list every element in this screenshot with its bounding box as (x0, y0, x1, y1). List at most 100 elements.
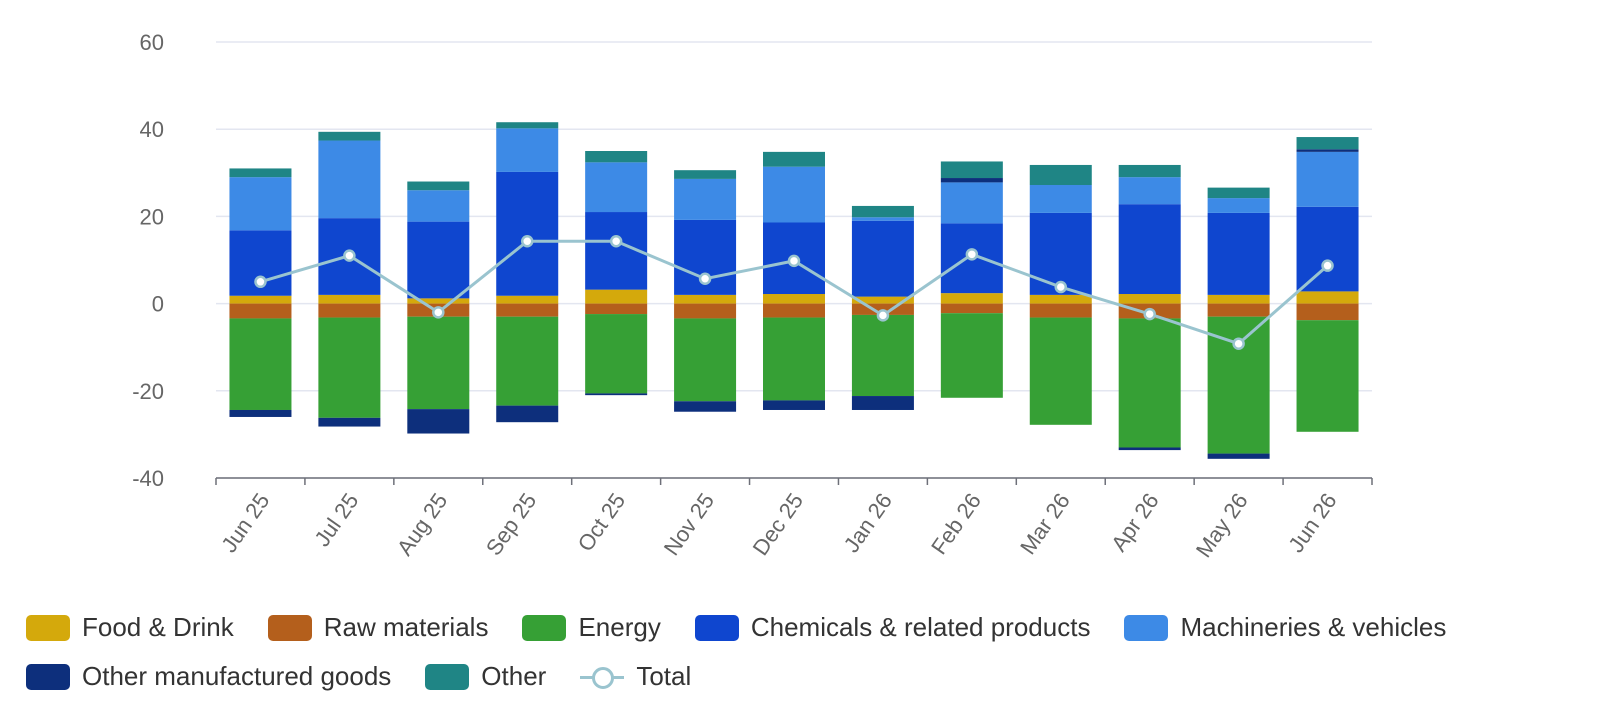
bar-segment (940, 161, 1003, 179)
total-point (787, 254, 801, 268)
total-point (876, 309, 890, 322)
legend-swatch (425, 663, 470, 690)
bar-segment (496, 303, 559, 317)
bar-segment (496, 122, 559, 129)
legend-item[interactable]: Total (580, 661, 691, 692)
x-tick-label: Jun 26 (1283, 489, 1341, 557)
x-tick-label: May 26 (1191, 489, 1253, 562)
bar-segment (318, 294, 381, 304)
x-tick-label: Aug 25 (392, 489, 452, 560)
legend-item[interactable]: Machineries & vehicles (1124, 612, 1446, 643)
bar-segment (496, 171, 559, 296)
x-tick-label: Dec 25 (748, 489, 808, 560)
bar-segment (1296, 149, 1359, 152)
bar-segment (1118, 447, 1181, 451)
legend-label: Other manufactured goods (82, 661, 392, 691)
legend-swatch (26, 614, 70, 641)
bar-segment (1207, 198, 1270, 213)
bar-segment (674, 294, 737, 304)
bar-segment (1296, 291, 1359, 304)
bar-segment (585, 289, 648, 304)
bar-segment (1207, 303, 1270, 317)
bar-segment (1118, 294, 1181, 304)
bar-segment (229, 168, 292, 178)
legend-item[interactable]: Other (425, 661, 546, 692)
legend-label: Raw materials (323, 612, 489, 642)
x-tick-label: Jun 25 (216, 489, 274, 557)
chart-legend: Food & Drink Raw materials Energy Chemicals… (26, 612, 1586, 692)
bar-segment (1118, 164, 1181, 178)
bar-segment (407, 221, 470, 299)
bar-segment (1207, 453, 1270, 459)
bar-segment (1029, 294, 1092, 304)
bar-segment (585, 151, 648, 163)
bar-segment (674, 401, 737, 412)
bar-segment (585, 303, 648, 315)
x-tick-label: Apr 26 (1106, 489, 1164, 556)
legend-swatch (26, 663, 70, 690)
bar-segment (1207, 187, 1270, 199)
legend-item[interactable]: Chemicals & related products (694, 612, 1090, 643)
bar-segment (763, 303, 825, 318)
total-point (343, 249, 356, 262)
bar-segment (229, 177, 292, 231)
bar-segment (1029, 164, 1092, 186)
bar-segment (496, 316, 559, 406)
total-point (1232, 337, 1245, 350)
total-point (254, 275, 267, 289)
legend-label: Food & Drink (82, 612, 234, 642)
legend-item[interactable]: Food & Drink (26, 612, 234, 643)
bar-segment (940, 303, 1003, 314)
bar-segment (1029, 317, 1092, 425)
legend-item[interactable]: Other manufactured goods (26, 661, 391, 692)
bar-segment (318, 317, 381, 418)
y-tick-label: 60 (140, 30, 164, 55)
bar-segment (407, 316, 470, 410)
bar-segment (318, 417, 381, 427)
total-point (1054, 280, 1068, 294)
bar-segment (1296, 320, 1359, 432)
bar-segment (1207, 294, 1270, 304)
bar-segment (1029, 303, 1092, 318)
bar-segment (585, 162, 648, 213)
bar-segment (674, 303, 737, 319)
bar-segment (318, 303, 381, 318)
bar-segment (851, 396, 914, 410)
bar-segment (1296, 303, 1359, 321)
total-point (965, 248, 979, 261)
legend-label: Total (636, 661, 692, 691)
bar-segment (229, 303, 292, 319)
total-point (609, 235, 623, 248)
bar-segment (674, 170, 737, 179)
bar-segment (407, 298, 470, 304)
total-point (1321, 259, 1334, 272)
total-point (520, 235, 534, 248)
x-tick-label: Feb 26 (926, 489, 986, 559)
legend-item[interactable]: Raw materials (267, 612, 489, 643)
bar-segment (407, 181, 470, 191)
bar-segment (1296, 151, 1359, 207)
legend-item[interactable]: Energy (522, 612, 661, 643)
y-tick-label: 40 (140, 117, 164, 142)
x-tick-label: Nov 25 (659, 489, 719, 560)
bar-segment (407, 409, 470, 434)
x-tick-label: Jan 26 (839, 489, 897, 557)
bar-segment (851, 314, 914, 397)
bar-segment (763, 400, 825, 410)
y-tick-label: -20 (132, 379, 164, 404)
bar-segment (318, 131, 381, 141)
bar-segment (763, 317, 825, 401)
bar-segment (940, 293, 1003, 304)
bar-segment (940, 313, 1003, 398)
bar-segment (229, 318, 292, 410)
bar-segment (229, 295, 292, 304)
bar-segment (763, 294, 825, 304)
bar-segment (1118, 318, 1181, 448)
legend-swatch (1124, 614, 1169, 641)
bar-segment (496, 128, 559, 172)
bar-segment (1296, 206, 1359, 292)
legend-swatch (522, 614, 567, 641)
bar-segment (407, 190, 470, 222)
bar-segment (763, 151, 825, 167)
legend-swatch (267, 614, 312, 641)
